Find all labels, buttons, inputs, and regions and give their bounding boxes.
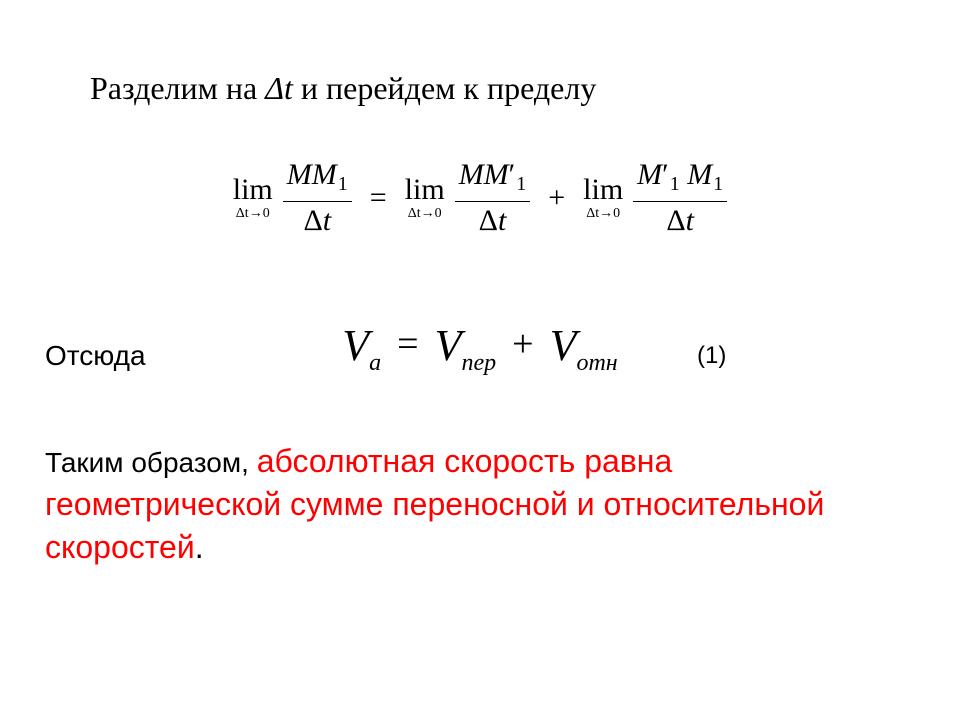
- frac-1-num-mm: MM: [287, 158, 337, 191]
- conclusion-paragraph: Таким образом, абсолютная скорость равна…: [45, 440, 915, 570]
- frac-3-num-m1: M: [637, 158, 662, 191]
- lim-1-sub-text: Δt→0: [236, 206, 270, 221]
- heading-line: Разделим на Δt и перейдем к пределу: [90, 70, 596, 107]
- lim-1-sub: Δt→0: [233, 207, 273, 221]
- lim-2: lim Δt→0: [405, 175, 445, 221]
- frac-3-num: M′1 M1: [633, 160, 727, 202]
- frac-2-den-t: t: [498, 204, 506, 237]
- eq1-term3: lim Δt→0 M′1 M1 Δt: [583, 160, 727, 236]
- heading-delta-t: Δt: [265, 70, 293, 106]
- frac-3-num-m2-sub: 1: [712, 173, 723, 195]
- lim-2-label: lim: [405, 175, 445, 205]
- frac-1-num: MM1: [283, 160, 352, 202]
- eq1-plus: +: [534, 181, 579, 215]
- frac-2-num-mm: MM: [459, 158, 509, 191]
- frac-2-den: Δt: [455, 202, 531, 236]
- eq2-Votn-V: V: [550, 321, 577, 370]
- para-lead: Таким образом,: [45, 447, 257, 478]
- equation-2: Va = Vпер + Vотн: [0, 320, 960, 377]
- eq2-Votn-sub: отн: [576, 350, 617, 376]
- frac-1: MM1 Δt: [283, 160, 352, 236]
- eq1-term1: lim Δt→0 MM1 Δt: [233, 160, 352, 236]
- frac-2: MM′1 Δt: [455, 160, 531, 236]
- eq1-term2: lim Δt→0 MM′1 Δt: [405, 160, 531, 236]
- frac-3-den: Δt: [633, 202, 727, 236]
- frac-1-den-t: t: [323, 204, 331, 237]
- equation-2-inner: Va = Vпер + Vотн: [342, 320, 617, 377]
- frac-3: M′1 M1 Δt: [633, 160, 727, 236]
- lim-3-label: lim: [583, 175, 623, 205]
- eq1-equals: =: [356, 181, 401, 215]
- lim-2-sub: Δt→0: [405, 207, 445, 221]
- heading-pre: Разделим на: [90, 70, 265, 106]
- frac-3-den-t: t: [686, 204, 694, 237]
- equation-1-inner: lim Δt→0 MM1 Δt = lim Δt→0 MM′1 Δt: [233, 160, 727, 236]
- lim-3: lim Δt→0: [583, 175, 623, 221]
- lim-2-sub-text: Δt→0: [408, 206, 442, 221]
- eq2-Va-sub: a: [369, 350, 381, 376]
- heading-post: и перейдем к пределу: [293, 70, 596, 106]
- equation-1: lim Δt→0 MM1 Δt = lim Δt→0 MM′1 Δt: [0, 160, 960, 236]
- lim-1-label: lim: [233, 175, 273, 205]
- lim-3-sub-text: Δt→0: [586, 206, 620, 221]
- frac-1-num-sub: 1: [337, 173, 348, 195]
- eq2-Va-V: V: [342, 321, 369, 370]
- eq2-equals: =: [385, 323, 430, 365]
- eq2-Vper-sub: пер: [461, 350, 496, 376]
- slide: Разделим на Δt и перейдем к пределу lim …: [0, 0, 960, 720]
- frac-2-num-sub: 1: [515, 173, 526, 195]
- para-tail: .: [195, 529, 204, 565]
- frac-3-num-m2: M: [687, 158, 712, 191]
- frac-2-num: MM′1: [455, 160, 531, 202]
- frac-3-num-m1-prime: ′: [662, 158, 669, 191]
- eq2-plus: +: [500, 323, 545, 365]
- frac-1-den: Δt: [283, 202, 352, 236]
- equation-2-number: (1): [697, 342, 726, 370]
- frac-3-num-m1-sub: 1: [669, 173, 680, 195]
- lim-1: lim Δt→0: [233, 175, 273, 221]
- lim-3-sub: Δt→0: [583, 207, 623, 221]
- eq2-Vper-V: V: [435, 321, 462, 370]
